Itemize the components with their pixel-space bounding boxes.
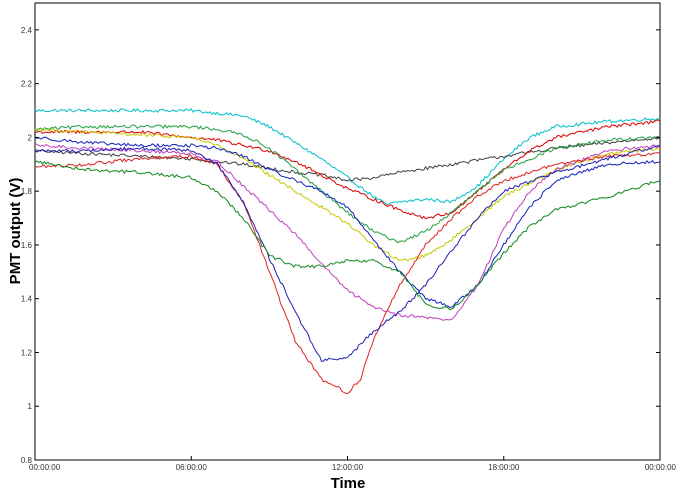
plot-area: [34, 2, 661, 461]
series-layer: [34, 108, 661, 395]
y-axis-title: PMT output (V): [7, 178, 24, 285]
x-tick-label: 06:00:00: [176, 463, 208, 472]
y-tick-label: 1: [28, 402, 33, 411]
x-tick-label: 00:00:00: [29, 463, 61, 472]
x-axis-title: Time: [331, 475, 366, 492]
series-line-7: [34, 143, 661, 321]
y-tick-label: 2.2: [21, 80, 33, 89]
series-line-3: [34, 119, 661, 220]
y-axis: 0.8 1 1.2 1.4 1.6 1.8 2 2.2 2.4: [21, 26, 660, 465]
x-axis: 00:00:00 06:00:00 12:00:00 18:00:00 00:00:00: [29, 456, 677, 472]
series-line-8: [34, 152, 661, 395]
y-tick-label: 1.2: [21, 348, 33, 357]
x-tick-label: 12:00:00: [332, 463, 364, 472]
series-line-9: [34, 145, 661, 362]
y-tick-label: 1.6: [21, 241, 33, 250]
series-line-5: [34, 128, 661, 262]
y-tick-label: 2: [28, 133, 33, 142]
series-line-6: [34, 136, 661, 309]
x-tick-label: 18:00:00: [488, 463, 520, 472]
y-tick-label: 2.4: [21, 26, 33, 35]
x-tick-label: 00:00:00: [645, 463, 677, 472]
y-tick-label: 0.8: [21, 456, 33, 465]
series-line-2: [34, 136, 661, 182]
series-line-1: [34, 108, 661, 206]
series-line-10: [34, 160, 661, 311]
series-line-4: [34, 124, 661, 244]
y-tick-label: 1.4: [21, 295, 33, 304]
y-tick-label: 1.8: [21, 187, 33, 196]
